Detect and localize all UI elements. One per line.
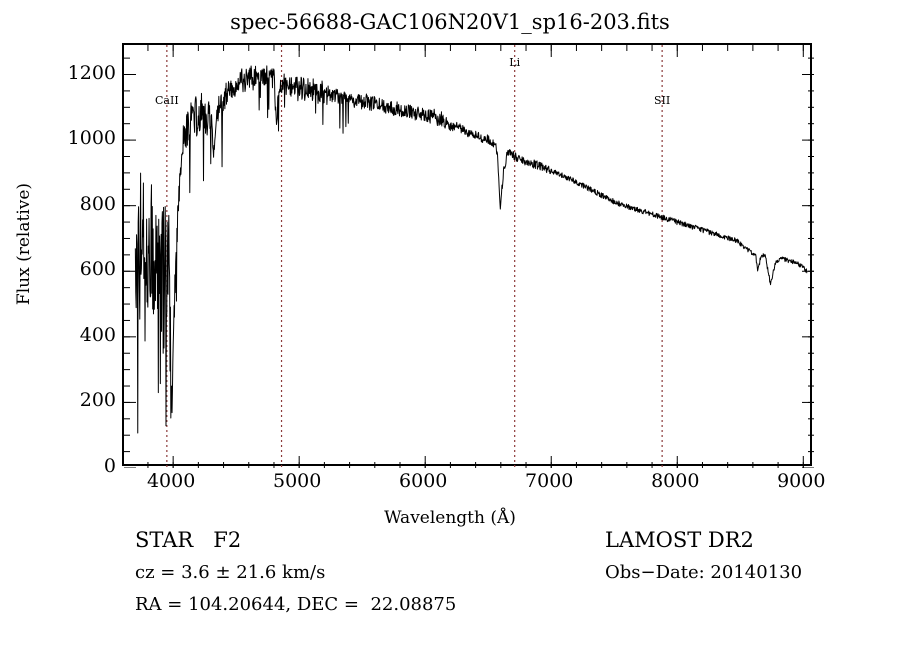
x-tick-label: 5000	[272, 470, 322, 492]
survey-text: LAMOST DR2	[605, 528, 754, 552]
x-tick-label: 6000	[399, 470, 448, 492]
footer-info: STAR F2 cz = 3.6 ± 21.6 km/s RA = 104.20…	[0, 528, 900, 648]
y-tick-label: 200	[79, 389, 116, 412]
cz-text: cz = 3.6 ± 21.6 km/s	[135, 562, 326, 583]
y-axis-title: Flux (relative)	[14, 182, 34, 306]
element-marker-label: Li	[509, 55, 521, 69]
coordinates-text: RA = 104.20644, DEC = 22.08875	[135, 594, 457, 615]
y-tick-label: 1000	[67, 127, 116, 150]
y-tick-label: 600	[79, 258, 116, 281]
x-tick-label: 9000	[777, 470, 826, 492]
x-axis-tick-labels: 4000 5000 6000 7000 8000 9000	[122, 470, 826, 500]
x-tick-label: 7000	[525, 470, 574, 492]
y-tick-label: 800	[79, 192, 116, 215]
plot-canvas	[124, 45, 814, 469]
element-marker-label: CaII	[155, 93, 179, 107]
y-tick-label: 400	[79, 323, 116, 346]
y-tick-label: 0	[103, 455, 116, 477]
x-tick-label: 4000	[146, 470, 196, 492]
spectrum-trace	[134, 65, 808, 434]
x-tick-label: 8000	[651, 470, 700, 492]
x-axis-title: Wavelength (Å)	[384, 508, 516, 528]
spectrum-svg	[124, 45, 814, 469]
star-class-text: STAR F2	[135, 528, 242, 552]
plot-frame: CaII Li SII	[122, 43, 814, 469]
obs-date-text: Obs−Date: 20140130	[605, 562, 803, 583]
element-marker-label: SII	[654, 93, 671, 107]
y-tick-label: 1200	[67, 61, 116, 84]
y-axis-tick-labels: 0 200 400 600 800 1000 1200	[42, 43, 116, 478]
page-title: spec-56688-GAC106N20V1_sp16-203.fits	[230, 10, 670, 34]
